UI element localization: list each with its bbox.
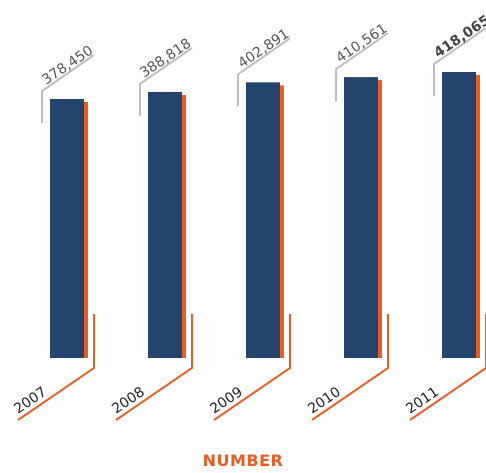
year-accent-2011 bbox=[409, 314, 486, 421]
value-leaders-layer bbox=[17, 27, 486, 421]
year-accent-2007 bbox=[17, 314, 95, 421]
value-leader-2008 bbox=[139, 47, 193, 116]
bar-2011 bbox=[442, 72, 476, 358]
x-axis-title: NUMBER bbox=[203, 451, 284, 470]
year-accent-2010 bbox=[311, 314, 389, 421]
year-accent-2008 bbox=[115, 314, 193, 421]
year-accent-2009 bbox=[213, 314, 291, 421]
value-label-2007: 378,450 bbox=[39, 43, 96, 89]
bar-2010 bbox=[344, 77, 378, 358]
value-label-2008: 388,818 bbox=[137, 36, 194, 82]
value-leader-2010 bbox=[335, 32, 389, 102]
value-labels-layer: 378,450 388,818 402,891 410,561 418,065 bbox=[39, 12, 486, 88]
value-label-2011: 418,065 bbox=[431, 12, 486, 61]
bars-layer bbox=[50, 72, 480, 359]
value-label-2009: 402,891 bbox=[235, 26, 292, 72]
bar-2008 bbox=[148, 91, 182, 358]
value-label-2010: 410,561 bbox=[333, 21, 390, 67]
bar-2009 bbox=[246, 82, 280, 359]
value-leader-2007 bbox=[41, 54, 95, 123]
value-leader-2009 bbox=[237, 37, 291, 107]
bar-2007 bbox=[50, 99, 84, 358]
value-leader-2011 bbox=[433, 27, 486, 96]
